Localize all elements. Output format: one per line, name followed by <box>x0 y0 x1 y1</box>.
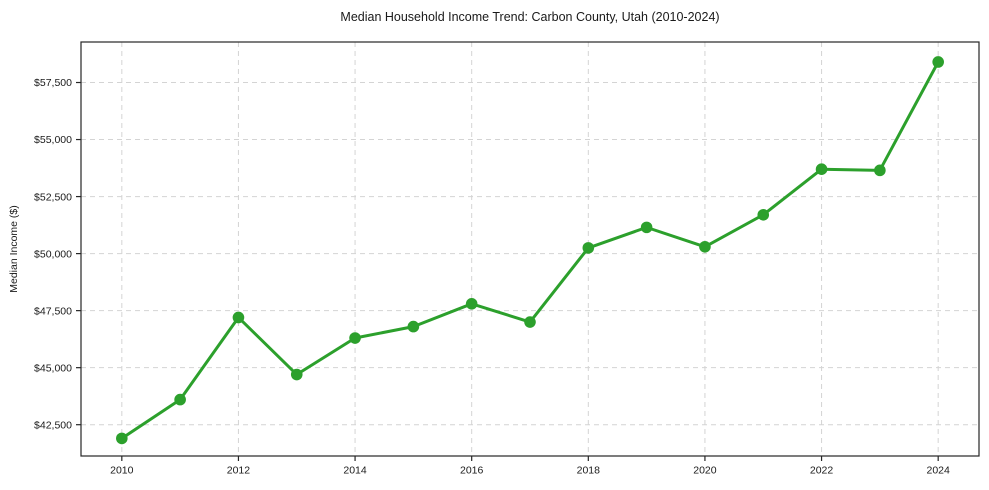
y-tick-label: $55,000 <box>34 134 72 146</box>
x-tick-label: 2012 <box>227 465 251 477</box>
data-point-marker <box>815 163 828 176</box>
data-point-marker <box>524 316 536 328</box>
x-tick-label: 2016 <box>460 465 484 477</box>
data-point-marker <box>582 242 595 254</box>
trend-line <box>120 60 940 440</box>
data-point-marker <box>290 368 303 381</box>
data-point-marker <box>174 393 186 406</box>
y-tick-label: $57,500 <box>34 77 72 89</box>
x-tick-label: 2010 <box>110 465 134 477</box>
plot-border <box>80 41 980 457</box>
data-point-marker <box>407 320 420 333</box>
x-tick-label: 2018 <box>577 465 601 477</box>
x-tick-label: 2024 <box>927 465 951 477</box>
data-point-marker <box>874 164 886 177</box>
data-point-marker <box>640 221 653 234</box>
y-tick-label: $45,000 <box>34 362 72 374</box>
data-point-marker <box>932 56 944 68</box>
data-point-marker <box>116 432 128 445</box>
data-point-marker <box>349 332 361 344</box>
x-tick-label: 2020 <box>693 465 717 477</box>
y-tick-label: $50,000 <box>34 248 72 260</box>
data-point-marker <box>699 240 711 253</box>
data-point-marker <box>465 297 478 310</box>
y-tick-label: $42,500 <box>34 419 72 431</box>
y-tick-label: $52,500 <box>34 191 72 203</box>
x-tick-label: 2014 <box>343 465 367 477</box>
data-point-marker <box>757 209 770 221</box>
chart-title: Median Household Income Trend: Carbon Co… <box>340 10 720 24</box>
x-tick-label: 2022 <box>810 465 834 477</box>
data-point-marker <box>232 311 245 324</box>
y-tick-label: $47,500 <box>34 305 72 317</box>
